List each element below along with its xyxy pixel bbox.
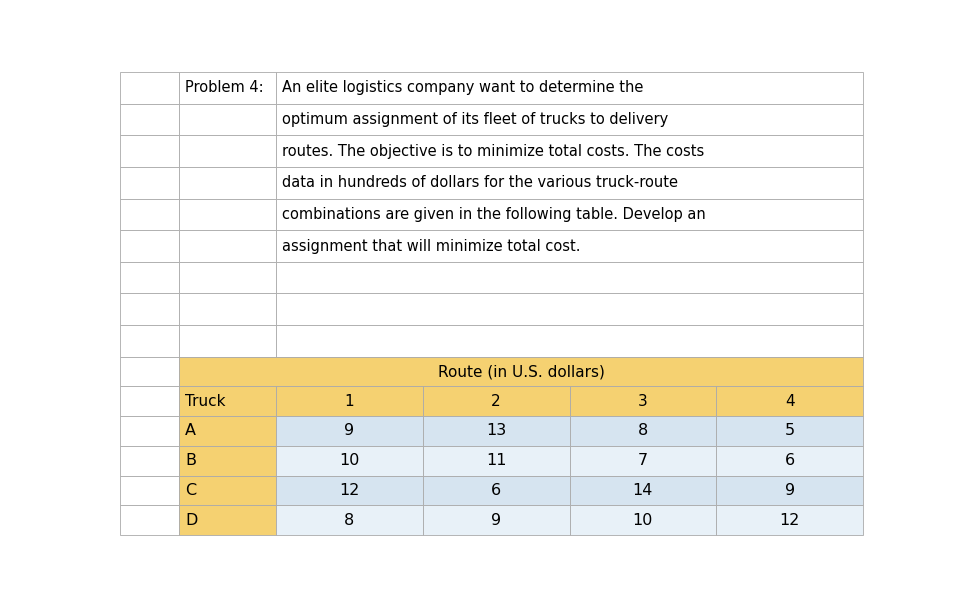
- Bar: [120, 293, 179, 325]
- Text: 12: 12: [339, 483, 360, 498]
- Bar: [120, 416, 179, 446]
- Bar: [570, 446, 716, 475]
- Bar: [179, 230, 276, 262]
- Text: 6: 6: [491, 483, 502, 498]
- Text: A: A: [185, 424, 197, 439]
- Text: optimum assignment of its fleet of trucks to delivery: optimum assignment of its fleet of truck…: [282, 112, 668, 127]
- Text: 4: 4: [784, 394, 794, 409]
- Text: Problem 4:: Problem 4:: [185, 81, 264, 96]
- Bar: [179, 386, 276, 416]
- Bar: [179, 293, 276, 325]
- Text: 2: 2: [491, 394, 501, 409]
- Bar: [179, 505, 276, 535]
- Bar: [179, 475, 276, 505]
- Text: routes. The objective is to minimize total costs. The costs: routes. The objective is to minimize tot…: [282, 144, 704, 159]
- Bar: [179, 262, 276, 293]
- Bar: [179, 72, 276, 104]
- Bar: [276, 325, 863, 357]
- Bar: [120, 230, 179, 262]
- Bar: [120, 167, 179, 198]
- Bar: [276, 72, 863, 104]
- Text: Truck: Truck: [185, 394, 225, 409]
- Bar: [276, 262, 863, 293]
- Bar: [716, 505, 863, 535]
- Bar: [716, 386, 863, 416]
- Bar: [276, 446, 423, 475]
- Bar: [276, 416, 423, 446]
- Bar: [179, 104, 276, 135]
- Text: 14: 14: [633, 483, 653, 498]
- Text: 3: 3: [638, 394, 647, 409]
- Bar: [120, 386, 179, 416]
- Bar: [716, 475, 863, 505]
- Text: 1: 1: [344, 394, 354, 409]
- Text: data in hundreds of dollars for the various truck-route: data in hundreds of dollars for the vari…: [282, 175, 678, 191]
- Bar: [179, 446, 276, 475]
- Text: B: B: [185, 453, 197, 468]
- Bar: [423, 446, 570, 475]
- Bar: [570, 416, 716, 446]
- Bar: [179, 135, 276, 167]
- Bar: [179, 325, 276, 357]
- Bar: [716, 446, 863, 475]
- Text: 5: 5: [784, 424, 795, 439]
- Text: 9: 9: [344, 424, 355, 439]
- Bar: [570, 386, 716, 416]
- Text: 9: 9: [784, 483, 795, 498]
- Bar: [120, 446, 179, 475]
- Bar: [179, 167, 276, 198]
- Bar: [276, 104, 863, 135]
- Bar: [276, 135, 863, 167]
- Bar: [276, 230, 863, 262]
- Bar: [570, 475, 716, 505]
- Bar: [423, 386, 570, 416]
- Text: 7: 7: [638, 453, 648, 468]
- Bar: [179, 198, 276, 230]
- Bar: [276, 475, 423, 505]
- Bar: [120, 135, 179, 167]
- Bar: [276, 386, 423, 416]
- Text: Route (in U.S. dollars): Route (in U.S. dollars): [437, 364, 605, 379]
- Bar: [276, 167, 863, 198]
- Bar: [120, 104, 179, 135]
- Text: combinations are given in the following table. Develop an: combinations are given in the following …: [282, 207, 706, 222]
- Text: C: C: [185, 483, 197, 498]
- Bar: [120, 325, 179, 357]
- Text: 6: 6: [784, 453, 795, 468]
- Bar: [570, 505, 716, 535]
- Bar: [120, 475, 179, 505]
- Bar: [179, 416, 276, 446]
- Bar: [276, 293, 863, 325]
- Bar: [423, 475, 570, 505]
- Bar: [179, 357, 863, 386]
- Text: D: D: [185, 513, 198, 528]
- Text: 8: 8: [344, 513, 355, 528]
- Text: 11: 11: [486, 453, 506, 468]
- Text: An elite logistics company want to determine the: An elite logistics company want to deter…: [282, 81, 643, 96]
- Bar: [120, 505, 179, 535]
- Bar: [423, 416, 570, 446]
- Bar: [716, 416, 863, 446]
- Text: 12: 12: [780, 513, 800, 528]
- Bar: [276, 505, 423, 535]
- Text: assignment that will minimize total cost.: assignment that will minimize total cost…: [282, 239, 580, 254]
- Bar: [423, 505, 570, 535]
- Text: 10: 10: [339, 453, 360, 468]
- Text: 9: 9: [491, 513, 502, 528]
- Bar: [120, 262, 179, 293]
- Bar: [276, 198, 863, 230]
- Text: 8: 8: [638, 424, 648, 439]
- Bar: [120, 198, 179, 230]
- Text: 13: 13: [486, 424, 506, 439]
- Bar: [120, 357, 179, 386]
- Bar: [120, 72, 179, 104]
- Text: 10: 10: [633, 513, 653, 528]
